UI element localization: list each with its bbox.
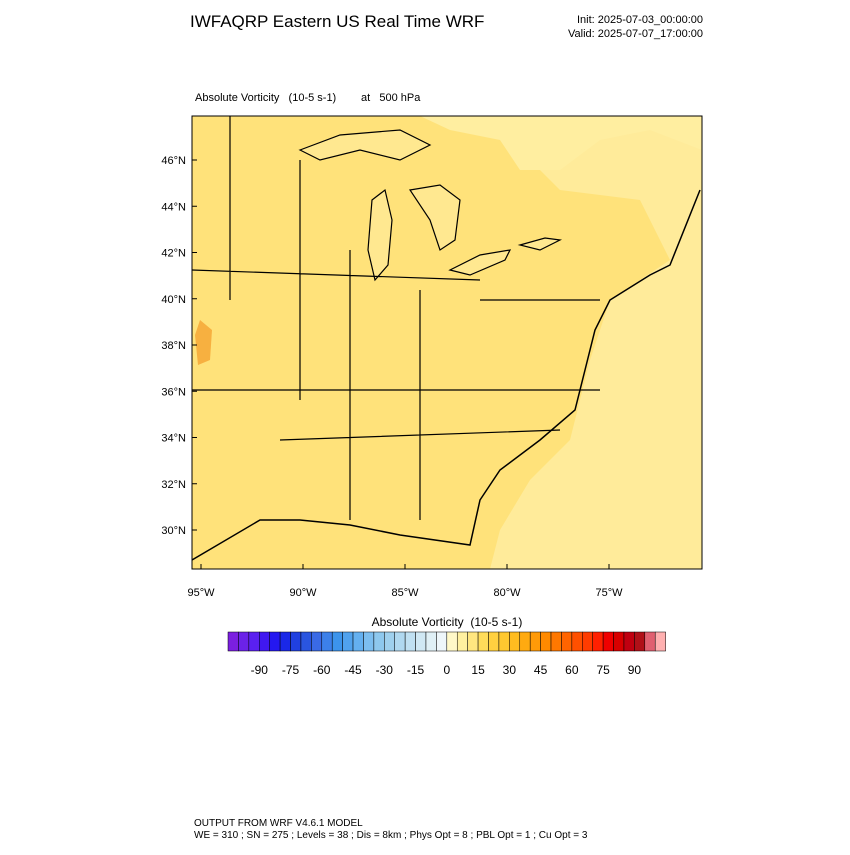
- colorbar-box: [363, 631, 375, 652]
- colorbar-box: [529, 631, 541, 652]
- colorbar-box: [248, 631, 260, 652]
- lake-huron: [408, 184, 461, 251]
- colorbar-box: [394, 631, 406, 652]
- colorbar-box: [467, 631, 479, 652]
- colorbar-box: [446, 631, 458, 652]
- lat-label: 30°N: [161, 525, 186, 537]
- colorbar-box: [456, 631, 468, 652]
- colorbar-box: [321, 631, 333, 652]
- lat-label: 44°N: [161, 201, 186, 213]
- colorbar-box: [571, 631, 583, 652]
- map-frame: [191, 115, 703, 570]
- title: IWFAQRP Eastern US Real Time WRF: [190, 12, 484, 31]
- lat-label: 46°N: [161, 155, 186, 167]
- colorbar-box: [613, 631, 625, 652]
- colorbar-label: 60: [565, 663, 579, 677]
- colorbar-box: [519, 631, 531, 652]
- colorbar-box: [238, 631, 250, 652]
- colorbar-title: Absolute Vorticity (10-5 s-1): [372, 615, 523, 629]
- colorbar-box: [654, 631, 666, 652]
- colorbar-label: -60: [313, 663, 331, 677]
- level-label: at 500 hPa: [361, 92, 421, 104]
- colorbar-box: [477, 631, 489, 652]
- lat-label: 32°N: [161, 479, 186, 491]
- colorbar-label: 15: [471, 663, 485, 677]
- valid-time: Valid: 2025-07-07_17:00:00: [568, 28, 703, 40]
- lon-label: 75°W: [595, 587, 623, 599]
- lake-ontario: [517, 237, 563, 251]
- lake-michigan: [367, 188, 393, 282]
- colorbar-box: [290, 631, 302, 652]
- colorbar-box: [509, 631, 521, 652]
- colorbar-label: -30: [376, 663, 394, 677]
- lon-label: 85°W: [391, 587, 419, 599]
- colorbar-box: [259, 631, 270, 652]
- field-label: Absolute Vorticity (10-5 s-1): [195, 92, 336, 104]
- colorbar-box: [373, 631, 385, 652]
- colorbar-label: -90: [251, 663, 269, 677]
- lon-label: 95°W: [187, 587, 215, 599]
- colorbar-box: [404, 631, 416, 652]
- colorbar-box: [331, 631, 343, 652]
- colorbar-box: [550, 631, 562, 652]
- colorbar-box: [488, 631, 500, 652]
- footer-line: OUTPUT FROM WRF V4.6.1 MODEL: [194, 818, 363, 829]
- colorbar-box: [227, 631, 239, 652]
- colorbar-label: -15: [407, 663, 425, 677]
- colorbar-box: [644, 631, 656, 652]
- colorbar-box: [498, 631, 510, 652]
- map: [191, 115, 703, 570]
- colorbar-box: [415, 631, 427, 652]
- colorbar-box: [582, 631, 593, 652]
- colorbar-label: 75: [596, 663, 610, 677]
- lat-label: 34°N: [161, 433, 186, 445]
- colorbar-box: [300, 631, 312, 652]
- colorbar-box: [561, 631, 573, 652]
- ocean: [490, 116, 702, 569]
- coastline: [192, 189, 701, 561]
- colorbar-box: [634, 631, 646, 652]
- colorbar-box: [602, 631, 614, 652]
- colorbar-box: [279, 631, 291, 652]
- colorbar-label: -75: [282, 663, 300, 677]
- lat-label: 42°N: [161, 248, 186, 260]
- lon-label: 90°W: [289, 587, 317, 599]
- colorbar-box: [436, 631, 448, 652]
- colorbar-label: -45: [344, 663, 362, 677]
- colorbar-box: [311, 631, 323, 652]
- lon-label: 80°W: [493, 587, 521, 599]
- colorbar-box: [540, 631, 552, 652]
- colorbar-box: [352, 631, 364, 652]
- colorbar-box: [269, 631, 281, 652]
- lat-label: 36°N: [161, 386, 186, 398]
- init-time: Init: 2025-07-03_00:00:00: [577, 14, 703, 26]
- colorbar-label: 30: [503, 663, 517, 677]
- colorbar-box: [342, 631, 354, 652]
- colorbar-box: [425, 631, 437, 652]
- footer-line: WE = 310 ; SN = 275 ; Levels = 38 ; Dis …: [194, 830, 588, 841]
- canada: [420, 116, 702, 170]
- state-borders: [192, 116, 600, 520]
- colorbar-box: [623, 631, 635, 652]
- colorbar-label: 45: [534, 663, 548, 677]
- lake-erie: [448, 249, 512, 276]
- colorbar-label: 90: [628, 663, 642, 677]
- lat-label: 38°N: [161, 340, 186, 352]
- lat-label: 40°N: [161, 294, 186, 306]
- lake-superior: [298, 129, 432, 161]
- colorbar-label: 0: [443, 663, 450, 677]
- colorbar-box: [384, 631, 395, 652]
- colorbar-box: [592, 631, 604, 652]
- vorticity-max: [195, 320, 212, 365]
